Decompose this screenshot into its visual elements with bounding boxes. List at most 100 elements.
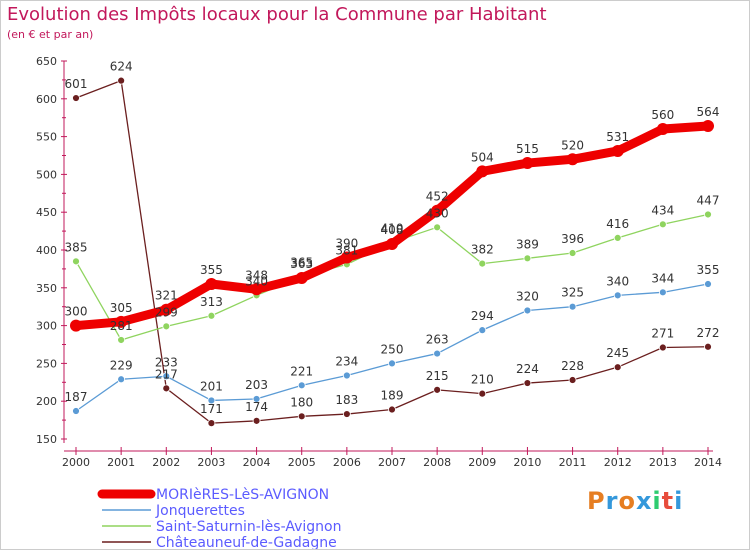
data-point [162, 322, 171, 331]
data-label: 355 [697, 263, 720, 277]
data-label: 250 [381, 342, 404, 356]
data-point [523, 306, 532, 315]
logo-letter: t [661, 487, 675, 515]
data-point [611, 144, 624, 157]
y-tick-label: 650 [36, 55, 57, 68]
data-point [568, 249, 577, 257]
data-label: 382 [471, 243, 494, 257]
data-point [207, 311, 216, 320]
data-label: 171 [200, 402, 223, 416]
data-point [568, 302, 577, 311]
y-tick-label: 300 [36, 320, 57, 333]
data-label: 389 [516, 237, 539, 251]
data-label: 531 [606, 130, 629, 144]
x-tick-label: 2002 [152, 456, 180, 469]
data-point [72, 94, 80, 102]
logo-letter: x [635, 487, 653, 515]
data-point [72, 257, 80, 266]
y-tick-label: 200 [36, 395, 57, 408]
x-tick-label: 2008 [423, 456, 451, 469]
data-point [431, 204, 444, 217]
y-tick-label: 450 [36, 206, 57, 219]
data-point [70, 319, 82, 332]
data-label: 321 [155, 289, 178, 303]
legend-label: Châteauneuf-de-Gadagne [156, 535, 337, 549]
data-point [566, 153, 579, 166]
data-label: 180 [290, 395, 313, 409]
legend-label: MORIèRES-LèS-AVIGNON [156, 487, 329, 503]
logo-letter: o [618, 487, 636, 515]
data-label: 355 [200, 263, 223, 277]
data-point [205, 278, 218, 291]
x-tick-label: 2006 [333, 456, 361, 469]
x-tick-label: 2000 [62, 456, 90, 469]
data-point [207, 396, 216, 405]
data-label: 245 [606, 346, 629, 360]
data-point [521, 157, 534, 170]
data-point [433, 223, 442, 232]
data-label: 174 [245, 400, 268, 414]
data-label: 601 [65, 77, 88, 91]
data-point [433, 349, 442, 358]
data-label: 416 [606, 217, 629, 231]
data-point [568, 376, 577, 384]
data-point [702, 120, 714, 133]
data-point [162, 372, 171, 381]
data-label: 410 [381, 221, 404, 235]
data-point [478, 259, 487, 268]
data-label: 340 [606, 274, 629, 288]
y-tick-label: 350 [36, 282, 57, 295]
data-point [252, 416, 261, 425]
data-label: 325 [561, 286, 584, 300]
data-label: 300 [65, 305, 88, 319]
data-label: 229 [110, 358, 133, 372]
data-point [704, 342, 712, 351]
data-label: 215 [426, 369, 449, 383]
data-label: 272 [697, 326, 720, 340]
legend-label: Saint-Saturnin-lès-Avignon [156, 519, 341, 535]
data-point [342, 410, 351, 418]
data-point [658, 288, 667, 297]
data-point [388, 405, 396, 414]
data-point [117, 336, 126, 344]
data-point [72, 407, 80, 415]
chart-subtitle: (en € et par an) [7, 28, 94, 41]
data-label: 520 [561, 138, 584, 152]
data-label: 344 [651, 271, 674, 285]
data-point [250, 283, 263, 296]
data-label: 294 [471, 309, 494, 323]
data-point [162, 384, 171, 393]
data-label: 385 [65, 240, 88, 254]
data-label: 434 [651, 203, 674, 217]
data-label: 564 [697, 105, 720, 119]
data-point [476, 165, 489, 178]
data-label: 396 [561, 232, 584, 246]
data-label: 233 [155, 355, 178, 369]
logo-letter: i [652, 487, 662, 515]
x-tick-label: 2013 [649, 456, 677, 469]
logo-letter: i [674, 487, 684, 515]
data-point [478, 389, 487, 398]
data-point [613, 363, 622, 372]
data-point [523, 254, 532, 263]
data-point [252, 395, 261, 403]
data-label: 348 [245, 268, 268, 282]
data-point [386, 237, 398, 250]
data-point [207, 419, 216, 428]
x-tick-label: 2010 [513, 456, 541, 469]
data-label: 504 [471, 150, 494, 164]
data-label: 447 [697, 193, 720, 207]
data-label: 224 [516, 362, 539, 376]
data-label: 203 [245, 378, 268, 392]
data-label: 390 [335, 237, 358, 251]
chart-title: Evolution des Impôts locaux pour la Comm… [7, 4, 547, 25]
proxiti-logo: Proxiti [587, 487, 683, 515]
data-label: 452 [426, 190, 449, 204]
data-label: 183 [335, 393, 358, 407]
x-tick-label: 2009 [468, 456, 496, 469]
y-tick-label: 550 [36, 131, 57, 144]
x-tick-label: 2011 [559, 456, 587, 469]
data-label: 217 [155, 367, 178, 381]
data-point [658, 343, 667, 352]
